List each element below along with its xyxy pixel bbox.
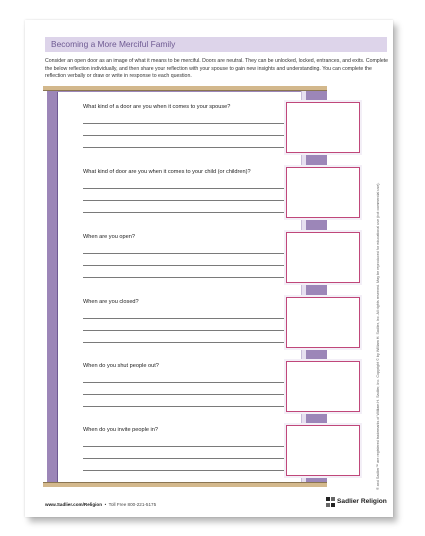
answer-line[interactable] — [83, 135, 295, 136]
answer-line[interactable] — [83, 330, 295, 331]
question-2: What kind of door are you when it comes … — [83, 169, 295, 213]
answer-line[interactable] — [83, 342, 295, 343]
answer-line[interactable] — [83, 446, 295, 447]
answer-line[interactable] — [83, 470, 295, 471]
drawing-box-5[interactable] — [286, 361, 360, 412]
drawing-box-3[interactable] — [286, 232, 360, 283]
footer-phone: Toll Free 800-221-5175 — [108, 502, 157, 507]
intro-paragraph: Consider an open door as an image of wha… — [45, 58, 389, 80]
footer-contact: www.Sadlier.com/Religion • Toll Free 800… — [45, 502, 157, 507]
answer-line[interactable] — [83, 458, 295, 459]
question-label: When do you shut people out? — [83, 363, 159, 369]
drawing-box-1[interactable] — [286, 102, 360, 153]
question-label: What kind of a door are you when it come… — [83, 104, 231, 110]
question-5: When do you shut people out? — [83, 363, 295, 407]
answer-line[interactable] — [83, 277, 295, 278]
worksheet-page: Becoming a More Merciful Family Consider… — [25, 20, 393, 517]
door-panel — [57, 92, 316, 484]
question-4: When are you closed? — [83, 299, 295, 343]
door-lintel — [43, 86, 327, 91]
question-label: When do you invite people in? — [83, 427, 158, 433]
worksheet-title: Becoming a More Merciful Family — [51, 39, 176, 49]
question-3: When are you open? — [83, 234, 295, 278]
answer-line[interactable] — [83, 188, 295, 189]
sadlier-logo: Sadlier Religion — [326, 496, 387, 508]
answer-line[interactable] — [83, 265, 295, 266]
drawing-box-2[interactable] — [286, 167, 360, 218]
drawing-box-4[interactable] — [286, 297, 360, 348]
brand-name: Sadlier Religion — [337, 498, 387, 505]
answer-line[interactable] — [83, 147, 295, 148]
question-6: When do you invite people in? — [83, 427, 295, 471]
question-label: When are you open? — [83, 234, 135, 240]
answer-line[interactable] — [83, 253, 295, 254]
question-label: What kind of door are you when it comes … — [83, 169, 251, 175]
drawing-box-6[interactable] — [286, 425, 360, 476]
door-threshold — [43, 482, 327, 487]
answer-line[interactable] — [83, 123, 295, 124]
answer-line[interactable] — [83, 394, 295, 395]
door-frame — [47, 86, 327, 484]
sadlier-logo-icon — [326, 497, 335, 507]
door-edge — [301, 90, 306, 482]
question-label: When are you closed? — [83, 299, 139, 305]
answer-line[interactable] — [83, 382, 295, 383]
answer-line[interactable] — [83, 212, 295, 213]
answer-line[interactable] — [83, 406, 295, 407]
copyright-notice: ® and Sadlier™ are registered trademarks… — [376, 182, 380, 490]
question-1: What kind of a door are you when it come… — [83, 104, 295, 148]
answer-line[interactable] — [83, 200, 295, 201]
answer-line[interactable] — [83, 318, 295, 319]
footer-website[interactable]: www.Sadlier.com/Religion — [45, 502, 103, 507]
title-bar: Becoming a More Merciful Family — [45, 37, 387, 52]
